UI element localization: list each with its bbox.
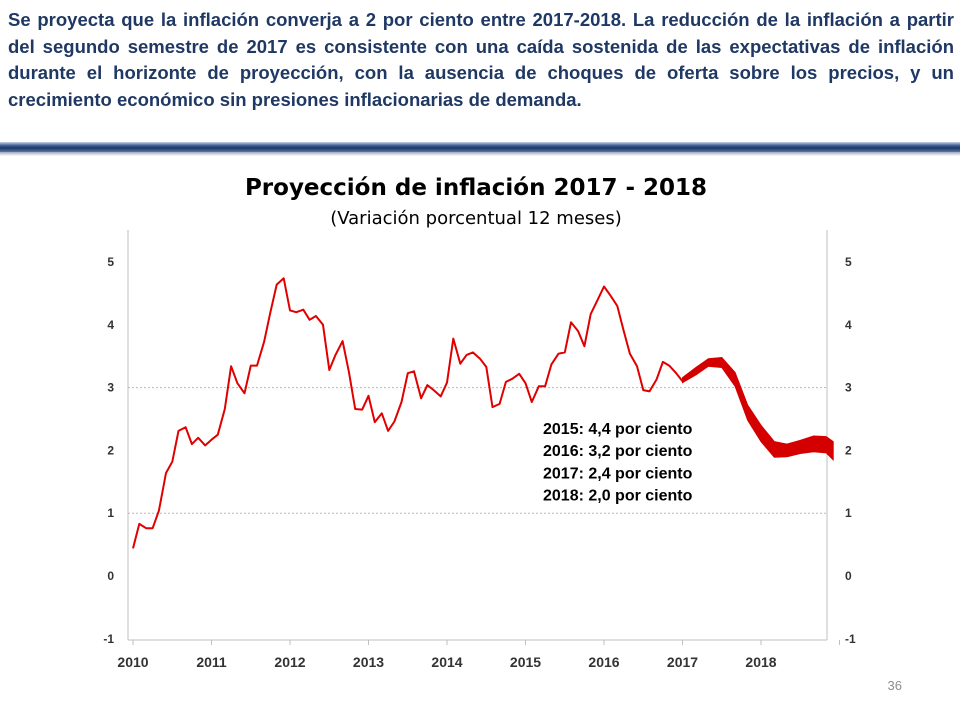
x-tick-label: 2017 [667,654,698,670]
x-tick-label: 2015 [510,654,541,670]
y-tick-label-left: 1 [107,506,114,520]
y-tick-label-left: 2 [107,443,114,457]
x-tick-label: 2010 [117,654,148,670]
y-tick-label-right: 1 [845,506,852,520]
chart-title: Proyección de inflación 2017 - 2018 [244,175,708,201]
x-tick-label: 2014 [431,654,462,670]
chart-subtitle: (Variación porcentual 12 meses) [330,208,622,229]
y-tick-label-right: 2 [845,443,852,457]
x-tick-label: 2018 [745,654,776,670]
forecast-annotation: 2016: 3,2 por ciento [543,443,693,460]
forecast-annotation: 2017: 2,4 por ciento [543,465,693,482]
x-tick-label: 2012 [274,654,305,670]
x-tick-label: 2013 [353,654,384,670]
slide-headline: Se proyecta que la inflación converja a … [8,9,954,110]
x-tick-label: 2016 [588,654,619,670]
y-tick-label-right: 4 [845,318,852,332]
y-tick-label-left: 3 [107,381,114,395]
y-tick-label-left: 0 [107,569,114,583]
header-rule-shadow [0,152,960,156]
y-tick-label-right: -1 [845,632,856,646]
forecast-annotation: 2015: 4,4 por ciento [543,421,693,438]
inflation-line [132,277,684,549]
y-tick-label-right: 0 [845,569,852,583]
y-tick-label-left: 5 [107,255,114,269]
y-tick-label-right: 3 [845,381,852,395]
y-tick-label-left: -1 [103,632,114,646]
header-rule [0,142,960,152]
forecast-annotation: 2018: 2,0 por ciento [543,488,693,505]
x-tick-label: 2011 [196,654,227,670]
y-tick-label-left: 4 [107,318,114,332]
page-number: 36 [887,678,902,693]
projection-band [682,356,834,461]
y-tick-label-right: 5 [845,255,852,269]
